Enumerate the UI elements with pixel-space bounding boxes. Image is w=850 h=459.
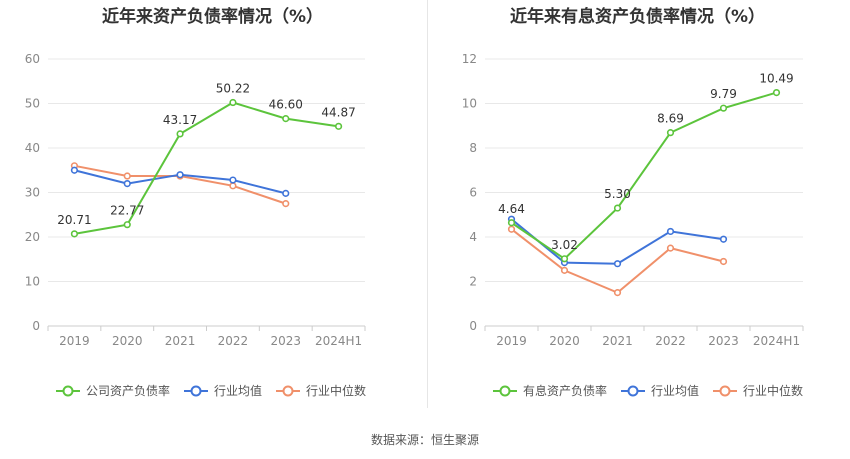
data-point (666, 244, 675, 252)
legend-label: 公司资产负债率 (86, 383, 170, 398)
legend-marker (62, 385, 74, 397)
data-point (282, 200, 290, 208)
y-tick-label: 0 (32, 319, 40, 333)
x-tick-label: 2022 (218, 334, 249, 348)
legend-item: 公司资产负债率 (56, 383, 170, 398)
data-label: 3.02 (551, 238, 578, 252)
x-tick-label: 2024H1 (315, 334, 362, 348)
x-tick-label: 2020 (549, 334, 580, 348)
legend-item: 有息资产负债率 (493, 383, 607, 398)
data-point (70, 230, 79, 238)
data-label: 50.22 (216, 82, 250, 96)
y-tick-label: 8 (469, 141, 477, 155)
data-point (176, 130, 184, 138)
data-point (666, 129, 675, 137)
legend-label: 有息资产负债率 (523, 383, 607, 398)
data-point (507, 225, 516, 233)
y-tick-label: 4 (469, 230, 477, 244)
data-point (123, 180, 131, 188)
data-point (613, 204, 622, 212)
x-tick-label: 2024H1 (753, 334, 800, 348)
data-label: 46.60 (269, 98, 303, 112)
x-tick-label: 2021 (602, 334, 633, 348)
data-point (772, 88, 781, 97)
data-label: 9.79 (710, 87, 737, 101)
data-point (666, 227, 675, 236)
legend-item: 行业均值 (621, 383, 699, 398)
chart-title-interest-debt-ratio: 近年来有息资产负债率情况（%） (509, 7, 766, 27)
y-tick-label: 12 (462, 52, 477, 66)
y-tick-label: 50 (25, 97, 40, 111)
data-point (719, 257, 728, 266)
data-point (719, 235, 728, 243)
x-tick-label: 2021 (165, 334, 196, 348)
data-label: 43.17 (163, 113, 197, 127)
legend-label: 行业中位数 (743, 383, 803, 398)
data-point (507, 219, 516, 227)
legend-marker (282, 385, 294, 397)
data-label: 8.69 (657, 112, 684, 126)
x-tick-label: 2023 (708, 334, 739, 348)
data-point (282, 189, 290, 197)
x-tick-label: 2019 (59, 334, 90, 348)
data-point (613, 289, 622, 297)
data-point (123, 172, 131, 180)
y-tick-label: 6 (469, 186, 477, 200)
x-tick-label: 2022 (655, 334, 686, 348)
legend-item: 行业中位数 (276, 383, 366, 398)
data-point (560, 266, 569, 274)
data-source-note: 数据来源：恒生聚源 (370, 433, 479, 447)
data-point (229, 182, 237, 190)
data-label: 4.64 (498, 202, 525, 216)
legend-marker (499, 385, 511, 397)
legend-label: 行业均值 (214, 383, 262, 398)
x-tick-label: 2020 (112, 334, 143, 348)
data-point (176, 171, 184, 179)
x-tick-label: 2023 (270, 334, 301, 348)
data-point (229, 98, 237, 107)
data-point (334, 122, 343, 130)
legend-marker (719, 385, 731, 397)
data-point (123, 221, 131, 229)
x-tick-label: 2019 (496, 334, 527, 348)
series-line (74, 101, 339, 235)
y-tick-label: 2 (469, 275, 477, 289)
debt-ratio-chart: 0 10 20 30 40 50 60 2019 2020 2021 2022 2023 2024H1 2… (25, 52, 366, 398)
data-point (719, 104, 728, 112)
series-line (510, 218, 724, 265)
legend-marker (190, 385, 202, 397)
chart-title-debt-ratio: 近年来资产负债率情况（%） (101, 7, 324, 27)
y-tick-label: 30 (25, 186, 40, 200)
interest-debt-ratio-chart: 0 2 4 6 8 10 12 2019 2020 2021 2022 2023 2024H1 4.64 3… (462, 52, 804, 398)
panel-divider (427, 0, 428, 408)
y-tick-label: 10 (25, 275, 40, 289)
legend-item: 行业均值 (184, 383, 262, 398)
data-label: 20.71 (57, 213, 91, 227)
data-point (282, 115, 290, 123)
data-point (560, 255, 569, 263)
legend-label: 行业均值 (651, 383, 699, 398)
data-point (70, 166, 79, 174)
data-label: 22.77 (110, 204, 144, 218)
y-tick-label: 0 (469, 319, 477, 333)
y-tick-label: 20 (25, 230, 40, 244)
data-label: 5.30 (604, 187, 631, 201)
legend-item: 行业中位数 (713, 383, 803, 398)
y-tick-label: 40 (25, 141, 40, 155)
legend-label: 行业中位数 (306, 383, 366, 398)
data-point (229, 176, 237, 184)
legend-marker (627, 385, 639, 397)
data-label: 44.87 (321, 105, 355, 119)
y-tick-label: 60 (25, 52, 40, 66)
series-line (510, 91, 777, 261)
data-label: 10.49 (759, 72, 793, 86)
y-tick-label: 10 (462, 97, 477, 111)
data-point (613, 260, 622, 268)
